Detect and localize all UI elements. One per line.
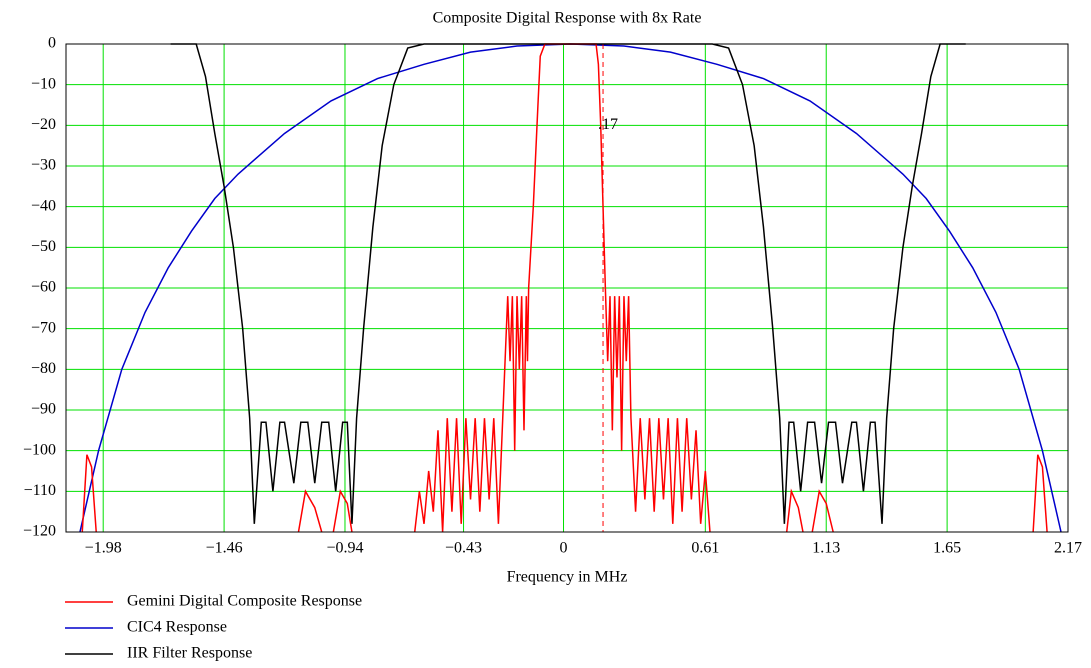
y-tick-label: −20: [31, 116, 56, 133]
x-axis-label: Frequency in MHz: [507, 569, 628, 586]
x-tick-label: 2.17: [1054, 540, 1082, 557]
legend-label: Gemini Digital Composite Response: [127, 593, 362, 610]
y-tick-label: −80: [31, 360, 56, 377]
y-tick-label: −10: [31, 75, 56, 92]
x-tick-label: −1.98: [85, 540, 122, 557]
plot-frame: [65, 43, 1069, 533]
chart-title: Composite Digital Response with 8x Rate: [433, 10, 702, 27]
x-tick-label: 0.61: [691, 540, 719, 557]
y-tick-label: −50: [31, 238, 56, 255]
y-tick-label: 0: [48, 35, 56, 52]
y-tick-label: −120: [23, 523, 56, 540]
y-tick-label: −30: [31, 157, 56, 174]
x-tick-label: −1.46: [206, 540, 243, 557]
x-tick-label: 1.13: [812, 540, 840, 557]
legend-label: IIR Filter Response: [127, 645, 252, 662]
y-tick-label: −60: [31, 279, 56, 296]
x-tick-label: 0: [560, 540, 568, 557]
legend-label: CIC4 Response: [127, 619, 227, 636]
y-tick-label: −90: [31, 401, 56, 418]
y-tick-label: −40: [31, 197, 56, 214]
annotation-text: .17: [598, 116, 618, 133]
y-tick-label: −70: [31, 319, 56, 336]
x-tick-label: −0.43: [445, 540, 482, 557]
y-tick-label: −100: [23, 441, 56, 458]
x-tick-label: 1.65: [933, 540, 961, 557]
x-tick-label: −0.94: [326, 540, 363, 557]
series-line: [170, 43, 966, 524]
y-tick-label: −110: [24, 482, 56, 499]
